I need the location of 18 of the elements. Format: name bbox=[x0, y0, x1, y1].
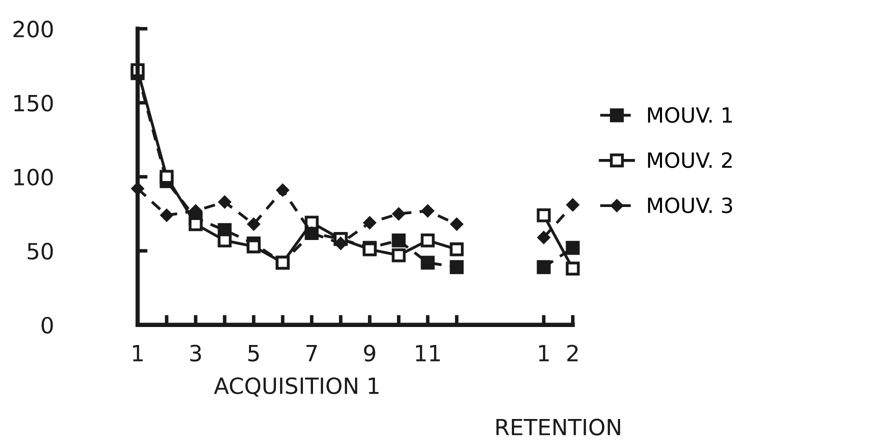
x-tick-label: 5 bbox=[248, 345, 259, 362]
legend-label: MOUV. 1 bbox=[648, 107, 732, 123]
y-tick-label: 50 bbox=[28, 242, 53, 260]
y-tick-label: 0 bbox=[42, 316, 53, 334]
x-tick-label: 2 bbox=[567, 344, 578, 362]
legend-label: MOUV. 3 bbox=[648, 197, 732, 214]
x-tick-label: 11 bbox=[416, 345, 440, 362]
x-tick-label: 9 bbox=[364, 344, 376, 362]
y-tick-label: 150 bbox=[14, 94, 53, 112]
x-axis-title: ACQUISITION 1 bbox=[214, 377, 378, 397]
x-tick-label: 1 bbox=[133, 345, 143, 362]
text: RETENTION bbox=[496, 418, 620, 436]
x-tick-label: 7 bbox=[306, 345, 317, 362]
x-tick-label: 3 bbox=[190, 344, 201, 362]
y-tick-label: 100 bbox=[14, 168, 53, 186]
x-tick-label: 1 bbox=[539, 345, 549, 362]
y-tick-label: 200 bbox=[14, 20, 53, 38]
legend-label: MOUV. 2 bbox=[648, 152, 732, 168]
